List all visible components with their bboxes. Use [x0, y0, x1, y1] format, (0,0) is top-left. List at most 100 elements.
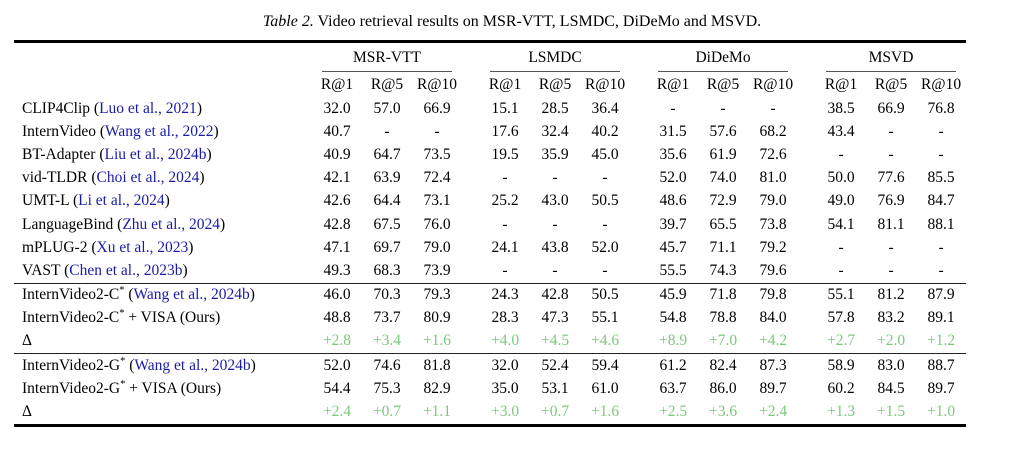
- metric-header: R@1: [824, 76, 858, 93]
- delta-value-cell: +2.0: [876, 332, 906, 350]
- column-gap: [798, 120, 816, 143]
- value-cell: 73.9: [423, 261, 451, 279]
- citation-link[interactable]: Li et al., 2024: [78, 192, 165, 210]
- results-table: MSR-VTT LSMDC DiDeMo MSVD R@1 R@5 R@10 R@1 R@5 R@…: [14, 40, 967, 427]
- citation-link[interactable]: Zhu et al., 2024: [122, 215, 221, 233]
- method-suffix: + VISA (Ours): [124, 309, 221, 327]
- value-cell: 63.9: [373, 169, 401, 187]
- delta-value-cell: +4.6: [590, 332, 620, 350]
- column-gap: [462, 213, 480, 236]
- delta-value-cell: +8.9: [658, 332, 688, 350]
- value-cell: 66.9: [877, 99, 905, 117]
- value-cell: -: [502, 169, 508, 187]
- column-gap: [630, 120, 648, 143]
- value-cell: 79.0: [759, 192, 787, 210]
- value-cell: -: [552, 261, 558, 279]
- metric-header: R@1: [488, 76, 522, 93]
- value-cell: 88.1: [927, 215, 955, 233]
- citation-close-paren: ): [220, 215, 226, 233]
- value-cell: 84.0: [759, 309, 787, 327]
- value-cell: 86.0: [709, 379, 737, 397]
- column-gap: [630, 190, 648, 213]
- value-cell: -: [670, 99, 676, 117]
- value-cell: 74.6: [362, 353, 412, 378]
- value-cell: 15.1: [491, 99, 519, 117]
- citation-close-paren: ): [206, 145, 212, 163]
- method-column-subheader: [14, 72, 312, 97]
- delta-value-cell: +1.1: [422, 403, 452, 421]
- value-cell: 79.2: [759, 238, 787, 256]
- column-gap: [630, 236, 648, 259]
- citation-link[interactable]: Chen et al., 2023b: [69, 261, 183, 279]
- method-superscript: *: [119, 284, 125, 296]
- value-cell: 32.0: [480, 353, 531, 378]
- column-gap: [630, 400, 648, 425]
- dataset-group-label: DiDeMo: [658, 49, 789, 72]
- column-gap: [798, 97, 816, 120]
- value-cell: 58.9: [816, 353, 867, 378]
- method-name: InternVideo2-C: [22, 309, 120, 327]
- value-cell: -: [838, 238, 844, 256]
- value-cell: 53.1: [541, 379, 569, 397]
- method-cell: InternVideo2-C* + VISA (Ours): [14, 307, 312, 330]
- delta-value-cell: +3.0: [490, 403, 520, 421]
- value-cell: 43.0: [541, 192, 569, 210]
- value-cell: -: [888, 261, 894, 279]
- column-gap: [798, 190, 816, 213]
- method-column-header: [14, 42, 312, 73]
- value-cell: 87.9: [916, 282, 967, 307]
- delta-value-cell: +4.5: [540, 332, 570, 350]
- value-cell: -: [938, 122, 944, 140]
- value-cell: -: [938, 261, 944, 279]
- citation-link[interactable]: Wang et al., 2024b: [133, 286, 250, 304]
- citation-link[interactable]: Wang et al., 2022: [105, 122, 214, 140]
- column-gap: [630, 307, 648, 330]
- metric-header: R@5: [538, 76, 572, 93]
- value-cell: 83.0: [866, 353, 917, 378]
- citation-link[interactable]: Choi et al., 2024: [96, 169, 200, 187]
- value-cell: 55.1: [591, 309, 619, 327]
- value-cell: 73.1: [423, 192, 451, 210]
- citation-open-paren: (: [87, 169, 97, 187]
- column-gap: [798, 400, 816, 425]
- citation-link[interactable]: Luo et al., 2021: [99, 99, 197, 117]
- value-cell: 17.6: [491, 122, 519, 140]
- table-row: BT-Adapter (Liu et al., 2024b) 40.9 64.7 73…: [14, 143, 966, 166]
- table-row: vid-TLDR (Choi et al., 2024) 42.1 63.9 72.4…: [14, 167, 966, 190]
- citation-link[interactable]: Xu et al., 2023: [96, 238, 189, 256]
- delta-value-cell: +4.0: [490, 332, 520, 350]
- value-cell: 65.5: [709, 215, 737, 233]
- value-cell: 24.1: [491, 238, 519, 256]
- delta-value-cell: +2.7: [826, 332, 856, 350]
- column-gap: [798, 259, 816, 283]
- delta-value-cell: +1.5: [876, 403, 906, 421]
- value-cell: 66.9: [423, 99, 451, 117]
- method-superscript: *: [120, 378, 126, 390]
- column-gap: [462, 143, 480, 166]
- metric-header: R@10: [920, 76, 962, 93]
- value-cell: 42.8: [530, 282, 581, 307]
- value-cell: 40.7: [323, 122, 351, 140]
- column-gap: [462, 377, 480, 400]
- value-cell: 67.5: [373, 215, 401, 233]
- value-cell: 60.2: [827, 379, 855, 397]
- value-cell: 75.3: [373, 379, 401, 397]
- table-caption-label: Table 2.: [262, 13, 314, 30]
- value-cell: 73.8: [759, 215, 787, 233]
- value-cell: 76.0: [423, 215, 451, 233]
- value-cell: 68.3: [373, 261, 401, 279]
- citation-link[interactable]: Liu et al., 2024b: [104, 145, 207, 163]
- column-gap: [630, 330, 648, 354]
- metric-header: R@5: [706, 76, 740, 93]
- column-gap: [798, 143, 816, 166]
- method-name: VAST: [22, 261, 61, 279]
- method-name: mPLUG-2: [22, 238, 88, 256]
- column-gap: [462, 190, 480, 213]
- value-cell: 24.3: [480, 282, 531, 307]
- table-row: mPLUG-2 (Xu et al., 2023) 47.1 69.7 79.0 24.…: [14, 236, 966, 259]
- delta-row: Δ +2.8 +3.4 +1.6 +4.0 +4.5 +4.6 +8.9 +7.0 +4.2 +2.…: [14, 330, 966, 354]
- column-gap: [462, 353, 481, 378]
- value-cell: 61.9: [709, 145, 737, 163]
- citation-open-paren: (: [87, 238, 97, 256]
- citation-link[interactable]: Wang et al., 2024b: [134, 356, 251, 374]
